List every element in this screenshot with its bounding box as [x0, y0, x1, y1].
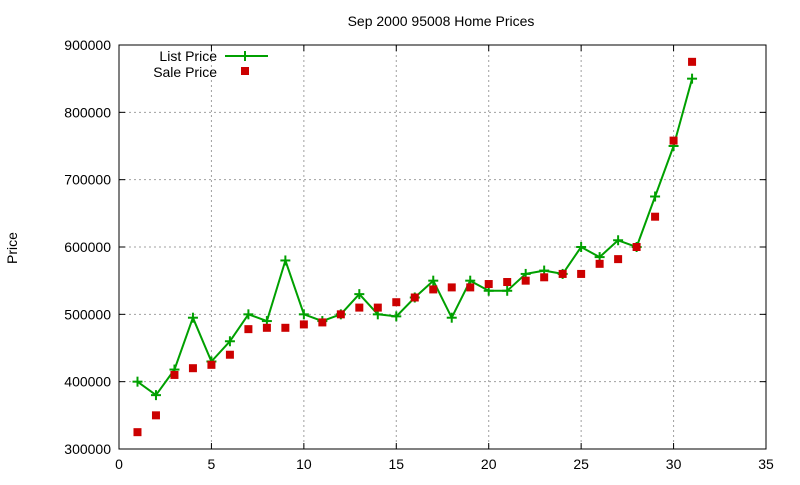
- y-tick-label: 400000: [64, 374, 111, 390]
- sale-price-point: [595, 259, 604, 268]
- sale-price-point: [632, 243, 641, 251]
- sale-price-point: [299, 320, 308, 329]
- data-series: [132, 57, 698, 437]
- axis-ticks: 0 5 10 15 20 25 30 35 300000 400000 500000 600000 70…: [64, 37, 774, 472]
- list-price-point: [187, 312, 198, 323]
- y-tick-label: 900000: [64, 37, 111, 53]
- x-tick-label: 25: [573, 456, 589, 472]
- y-tick-label: 500000: [64, 306, 111, 322]
- list-price-point: [687, 73, 698, 84]
- x-tick-label: 30: [666, 456, 682, 472]
- x-tick-label: 10: [296, 456, 312, 472]
- sale-price-point: [207, 360, 216, 369]
- sale-price-point: [577, 269, 586, 278]
- list-price-point: [280, 255, 291, 266]
- sale-price-point: [225, 350, 234, 359]
- sale-price-point: [429, 285, 438, 294]
- legend-marker-list-price: [240, 51, 250, 61]
- sale-price-point: [558, 269, 567, 278]
- sale-price-point: [392, 298, 401, 307]
- sale-price-point: [521, 276, 530, 285]
- legend-label-list-price: List Price: [159, 48, 217, 64]
- x-tick-label: 0: [115, 456, 123, 472]
- sale-price-point: [651, 212, 660, 221]
- sale-price-point: [503, 278, 512, 287]
- list-price-point: [243, 309, 254, 320]
- sale-price-point: [188, 364, 197, 373]
- sale-price-point: [466, 283, 475, 292]
- y-tick-label: 800000: [64, 104, 111, 120]
- sale-price-point: [151, 411, 160, 420]
- sale-price-point: [170, 370, 179, 379]
- chart-title: Sep 2000 95008 Home Prices: [348, 13, 535, 29]
- sale-price-point: [484, 280, 493, 289]
- sale-price-point: [244, 325, 253, 334]
- legend-swatch-sale-price: [241, 67, 249, 75]
- sale-price-point: [373, 303, 382, 312]
- sale-price-point: [447, 283, 456, 292]
- sale-price-point: [614, 255, 623, 264]
- x-tick-label: 35: [758, 456, 774, 472]
- legend-label-sale-price: Sale Price: [153, 64, 217, 80]
- y-tick-label: 600000: [64, 239, 111, 255]
- list-price-point: [446, 312, 457, 323]
- sale-price-point: [262, 323, 271, 332]
- list-price-point: [650, 191, 661, 202]
- plot-frame: [118, 44, 767, 450]
- sale-price-point: [281, 323, 290, 332]
- list-price-point: [298, 309, 309, 320]
- sale-price-point: [410, 293, 419, 302]
- list-price-point: [613, 235, 624, 246]
- sale-price-point: [318, 318, 327, 327]
- sale-price-point: [133, 428, 142, 437]
- list-price-point: [576, 242, 587, 252]
- sale-price-point: [355, 303, 364, 312]
- y-axis-label: Price: [4, 232, 20, 264]
- list-price-point: [224, 336, 235, 347]
- list-price-point: [428, 275, 439, 286]
- y-tick-label: 300000: [64, 441, 111, 457]
- x-tick-label: 20: [481, 456, 497, 472]
- sale-price-point: [669, 136, 678, 145]
- list-price-point: [354, 289, 365, 300]
- y-tick-label: 700000: [64, 172, 111, 188]
- sale-price-point: [336, 310, 345, 319]
- list-price-point: [132, 376, 143, 387]
- list-price-line: [136, 78, 694, 397]
- list-price-point: [502, 285, 513, 296]
- x-tick-label: 15: [388, 456, 404, 472]
- x-tick-label: 5: [208, 456, 216, 472]
- list-price-point: [391, 311, 402, 322]
- sale-price-point: [540, 273, 549, 282]
- gridlines: [119, 45, 766, 449]
- list-price-point: [150, 390, 161, 401]
- sale-price-point: [688, 57, 697, 66]
